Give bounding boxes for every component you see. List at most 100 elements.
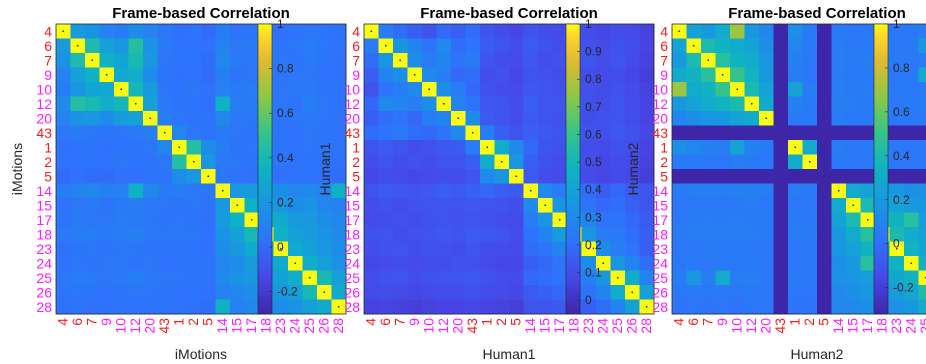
y-tick-label: 14: [36, 183, 52, 199]
heatmap-cell: [509, 24, 524, 39]
heatmap-cell: [451, 169, 466, 184]
diagonal-dot: [529, 189, 532, 192]
heatmap-cell: [288, 38, 303, 54]
heatmap-cell: [157, 241, 173, 257]
heatmap-cell: [523, 198, 539, 213]
heatmap-cell: [407, 241, 423, 257]
heatmap-cell: [730, 125, 745, 141]
heatmap-cell: [393, 140, 408, 155]
heatmap-cell: [393, 241, 408, 257]
heatmap-cell: [244, 96, 260, 112]
heatmap-cell: [596, 299, 611, 315]
heatmap-cell: [918, 53, 926, 68]
heatmap-cell: [802, 169, 818, 184]
heatmap-cell: [701, 38, 716, 54]
heatmap-cell: [215, 24, 231, 39]
heatmap-cell: [215, 96, 231, 112]
heatmap-cell: [465, 270, 481, 286]
heatmap-cell: [523, 24, 539, 39]
colorbar: [565, 23, 581, 315]
heatmap-cell: [317, 24, 332, 39]
heatmap-cell: [288, 154, 303, 170]
heatmap-cell: [378, 256, 394, 271]
heatmap-cell: [672, 299, 687, 315]
heatmap-cell: [215, 125, 231, 141]
heatmap-cell: [215, 227, 231, 242]
heatmap-cell: [672, 125, 687, 141]
heatmap-cell: [788, 67, 803, 83]
heatmap-cell: [201, 38, 216, 54]
heatmap-cell: [172, 111, 187, 126]
heatmap-cell: [451, 154, 466, 170]
heatmap-cell: [128, 111, 144, 126]
diagonal-dot: [910, 262, 913, 265]
heatmap-cell: [317, 169, 332, 184]
heatmap-cell: [364, 38, 379, 54]
heatmap-cell: [889, 24, 905, 39]
heatmap-cell: [422, 198, 437, 213]
x-tick-label: 23: [580, 318, 596, 334]
heatmap-cell: [860, 183, 876, 199]
heatmap-cell: [672, 270, 687, 286]
heatmap-cell: [99, 82, 115, 97]
heatmap-cell: [639, 227, 655, 242]
heatmap-cell: [186, 169, 202, 184]
heatmap-cell: [451, 82, 466, 97]
heatmap-cell: [186, 256, 202, 271]
heatmap-cell: [701, 227, 716, 242]
heatmap-cell: [831, 125, 847, 141]
colorbar-tick-label: 0.6: [585, 127, 602, 141]
heatmap-cell: [172, 82, 187, 97]
chart-title: Frame-based Correlation: [112, 5, 290, 22]
heatmap-cell: [744, 285, 760, 300]
heatmap-cell: [114, 140, 129, 155]
heatmap-cell: [201, 125, 216, 141]
heatmap-cell: [672, 96, 687, 112]
heatmap-cell: [157, 169, 173, 184]
heatmap-cell: [451, 256, 466, 271]
y-tick-label: 15: [36, 197, 52, 213]
heatmap-cell: [860, 67, 876, 83]
colorbar-tick-label: 0.6: [277, 106, 294, 120]
heatmap-cell: [846, 241, 861, 257]
heatmap-cell: [889, 285, 905, 300]
heatmap-cell: [639, 140, 655, 155]
heatmap-cell: [230, 67, 245, 83]
diagonal-dot: [823, 175, 826, 178]
heatmap-cell: [56, 53, 71, 68]
heatmap-cell: [85, 96, 100, 112]
heatmap-cell: [143, 38, 158, 54]
heatmap-cell: [273, 270, 289, 286]
heatmap-cell: [393, 111, 408, 126]
x-tick-label: 4: [362, 318, 378, 326]
heatmap-cell: [451, 299, 466, 315]
heatmap-cell: [172, 169, 187, 184]
heatmap-cell: [509, 96, 524, 112]
heatmap-cell: [465, 285, 481, 300]
heatmap-cell: [85, 24, 100, 39]
diagonal-dot: [294, 262, 297, 265]
heatmap-cell: [918, 82, 926, 97]
colorbar-tick-label: 0.8: [277, 62, 294, 76]
heatmap-cell: [273, 111, 289, 126]
heatmap-cell: [378, 183, 394, 199]
heatmap-cell: [364, 270, 379, 286]
heatmap-cell: [788, 198, 803, 213]
heatmap-cell: [451, 67, 466, 83]
heatmap-cell: [625, 270, 640, 286]
heatmap-cell: [422, 227, 437, 242]
diagonal-dot: [779, 131, 782, 134]
heatmap-cell: [128, 24, 144, 39]
heatmap-cell: [581, 38, 597, 54]
heatmap-cell: [302, 96, 318, 112]
heatmap-cell: [730, 183, 745, 199]
heatmap-cell: [172, 67, 187, 83]
diagonal-dot: [837, 189, 840, 192]
heatmap-cell: [465, 299, 481, 315]
heatmap-cell: [701, 270, 716, 286]
heatmap-cell: [201, 111, 216, 126]
heatmap-cell: [846, 169, 861, 184]
y-tick-label: 17: [652, 212, 668, 228]
heatmap-cell: [85, 285, 100, 300]
x-tick-label: 4: [670, 318, 686, 326]
